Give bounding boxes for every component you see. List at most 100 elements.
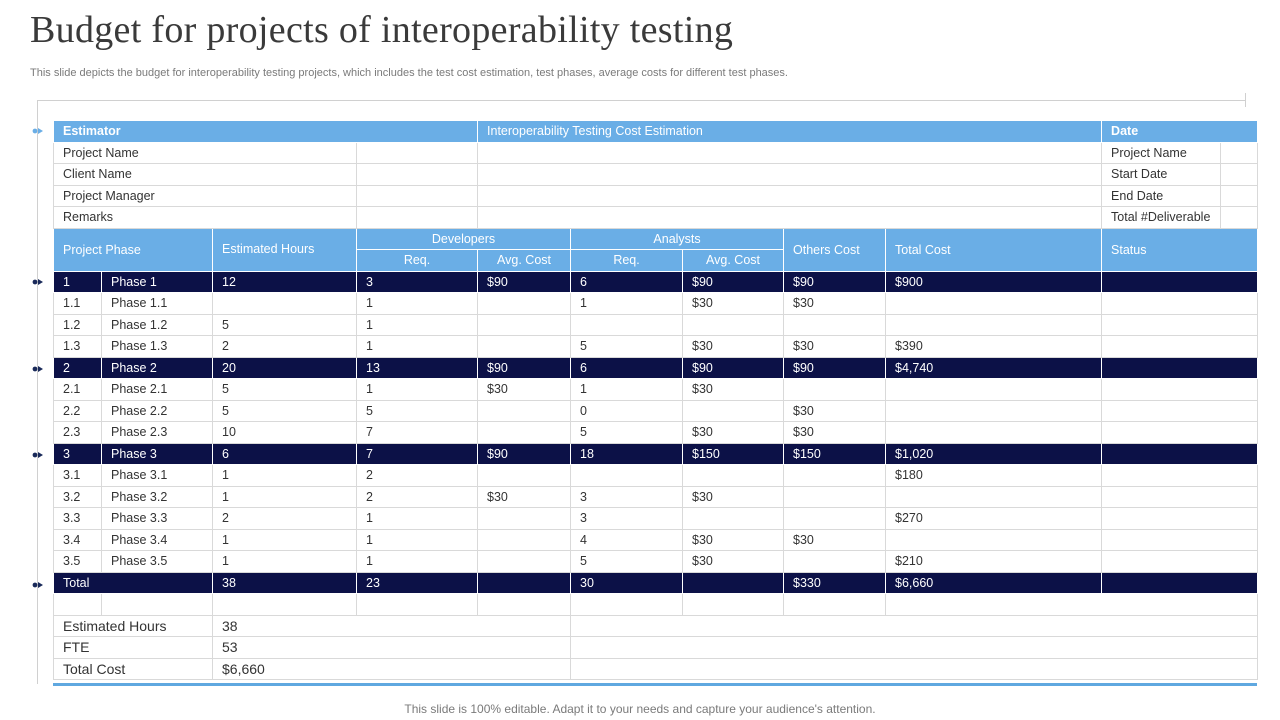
blank-cell [783, 593, 887, 616]
header-dev-avg-cost: Avg. Cost [477, 249, 572, 272]
dev-avg-cost-cell [477, 464, 572, 487]
info-label: Project Name [1101, 141, 1222, 164]
info-value[interactable] [1220, 184, 1259, 207]
cost-estimation-header: Interoperability Testing Cost Estimation [477, 120, 1103, 143]
info-value[interactable] [477, 184, 1103, 207]
dev-avg-cost-cell [477, 399, 572, 422]
total-status-cell [1101, 571, 1259, 594]
info-value[interactable] [477, 141, 1103, 164]
header-an-req: Req. [570, 249, 684, 272]
dev-req-cell: 7 [355, 442, 479, 465]
phase-id-cell: 2.3 [53, 421, 102, 444]
phase-id-cell: 3.5 [53, 550, 102, 573]
an-avg-cost-cell [682, 399, 785, 422]
others-cost-cell: $30 [783, 528, 887, 551]
phase-name-cell: Phase 1 [101, 270, 213, 293]
info-value[interactable] [355, 163, 479, 186]
phase-id-cell: 1.2 [53, 313, 102, 336]
info-value[interactable] [477, 163, 1103, 186]
arrow-marker-icon [32, 580, 44, 590]
dev-avg-cost-cell: $30 [477, 485, 572, 508]
info-value[interactable] [1220, 206, 1259, 229]
dev-req-cell: 13 [355, 356, 479, 379]
total-cost-cell: $6,660 [885, 571, 1103, 594]
an-avg-cost-cell: $30 [682, 528, 785, 551]
dev-req-cell: 1 [355, 378, 479, 401]
header-total-cost: Total Cost [885, 227, 1103, 272]
dev-req-cell: 5 [355, 399, 479, 422]
total-cost-cell: $1,020 [885, 442, 1103, 465]
estimated-hours-cell: 1 [212, 528, 357, 551]
info-label: Client Name [53, 163, 357, 186]
arrow-marker-icon [32, 450, 44, 460]
total-hours-cell: 38 [212, 571, 357, 594]
phase-row: 3 Phase 3 6 7 $90 18 $150 $150 $1,020 [53, 442, 1259, 465]
phase-id-cell: 3.2 [53, 485, 102, 508]
summary-blank-cell [570, 657, 1259, 680]
status-cell [1101, 528, 1259, 551]
total-cost-cell: $180 [885, 464, 1103, 487]
subphase-row: 3.1 Phase 3.1 1 2 $180 [53, 464, 1259, 487]
phase-name-cell: Phase 1.3 [101, 335, 213, 358]
estimated-hours-cell: 6 [212, 442, 357, 465]
dev-avg-cost-cell [477, 421, 572, 444]
info-row: Client Name Start Date [53, 163, 1259, 186]
dev-req-cell: 2 [355, 485, 479, 508]
subphase-row: 3.4 Phase 3.4 1 1 4 $30 $30 [53, 528, 1259, 551]
summary-value-cell: 38 [211, 614, 572, 637]
bottom-accent-bar [53, 683, 1257, 686]
estimated-hours-cell: 5 [212, 313, 357, 336]
subphase-row: 2.1 Phase 2.1 5 1 $30 1 $30 [53, 378, 1259, 401]
info-row: Remarks Total #Deliverable [53, 206, 1259, 229]
dev-avg-cost-cell: $90 [477, 356, 572, 379]
total-cost-cell [885, 292, 1103, 315]
phase-id-cell: 3.3 [53, 507, 102, 530]
summary-row: Total Cost $6,660 [53, 657, 1259, 680]
status-cell [1101, 421, 1259, 444]
info-value[interactable] [477, 206, 1103, 229]
an-avg-cost-cell: $90 [682, 356, 785, 379]
dev-avg-cost-cell: $90 [477, 442, 572, 465]
blank-cell [355, 593, 479, 616]
summary-label-cell: Total Cost [53, 657, 213, 680]
info-value[interactable] [355, 184, 479, 207]
others-cost-cell [783, 378, 887, 401]
total-an-req-cell: 30 [570, 571, 684, 594]
estimated-hours-cell: 1 [212, 464, 357, 487]
header-dev-req: Req. [355, 249, 479, 272]
info-value[interactable] [1220, 163, 1259, 186]
info-value[interactable] [1220, 141, 1259, 164]
estimator-header: Estimator [52, 120, 479, 143]
phase-id-cell: 1 [53, 270, 102, 293]
phase-id-cell: 3.1 [53, 464, 102, 487]
total-cost-cell: $210 [885, 550, 1103, 573]
dev-avg-cost-cell [477, 550, 572, 573]
info-value[interactable] [355, 206, 479, 229]
blank-cell [477, 593, 572, 616]
info-value[interactable] [355, 141, 479, 164]
blank-cell [885, 593, 1259, 616]
frame-left-line [37, 100, 38, 684]
total-cost-cell: $900 [885, 270, 1103, 293]
estimated-hours-cell: 1 [212, 550, 357, 573]
estimated-hours-cell: 2 [212, 507, 357, 530]
estimated-hours-cell: 10 [212, 421, 357, 444]
phase-id-cell: 2 [53, 356, 102, 379]
an-req-cell: 3 [570, 485, 684, 508]
blank-cell [53, 593, 102, 616]
summary-row: FTE 53 [53, 636, 1259, 659]
total-cost-cell: $270 [885, 507, 1103, 530]
dev-req-cell: 3 [355, 270, 479, 293]
phase-row: 2 Phase 2 20 13 $90 6 $90 $90 $4,740 [53, 356, 1259, 379]
others-cost-cell [783, 313, 887, 336]
phase-id-cell: 1.1 [53, 292, 102, 315]
status-cell [1101, 507, 1259, 530]
others-cost-cell: $30 [783, 335, 887, 358]
info-label: Remarks [53, 206, 357, 229]
others-cost-cell [783, 485, 887, 508]
budget-table: Estimator Interoperability Testing Cost … [52, 120, 1259, 680]
phase-name-cell: Phase 3.3 [101, 507, 213, 530]
an-req-cell: 0 [570, 399, 684, 422]
page-title: Budget for projects of interoperability … [30, 9, 734, 51]
total-dev-req-cell: 23 [355, 571, 479, 594]
